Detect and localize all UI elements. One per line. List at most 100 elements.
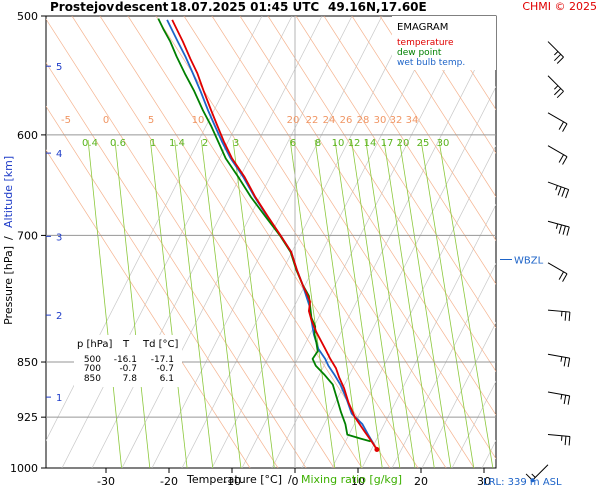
wind-barb-feather <box>554 88 562 96</box>
mixing-ratio-line <box>365 139 416 468</box>
wind-barb-feather <box>558 121 565 130</box>
wind-barb-staff <box>547 75 564 92</box>
dry-adiabat-line <box>46 62 307 468</box>
dry-adiabat-label: 26 <box>340 115 353 126</box>
wind-barb-feather <box>557 186 562 196</box>
wind-barb-half-feather <box>560 356 563 362</box>
altitude-tick-label: 3 <box>56 232 62 243</box>
wind-barb-staff <box>547 181 569 191</box>
dry-adiabat-line <box>239 16 496 416</box>
wind-barb <box>547 262 568 282</box>
y-axis-title-pressure: Pressure [hPa] <box>2 246 15 325</box>
mixing-ratio-label: 17 <box>381 138 394 149</box>
mixing-ratio-line <box>174 139 214 468</box>
y-axis-title-separator: / <box>2 236 15 240</box>
table-td-500: -17.1 <box>151 355 174 365</box>
wind-barb-feather <box>556 90 564 99</box>
sounding-phase: descent <box>115 0 169 14</box>
dry-adiabat-label: 28 <box>357 115 370 126</box>
moist-adiabat-line <box>421 321 496 468</box>
mixing-ratio-label: 14 <box>364 138 377 149</box>
dry-adiabat-label: 30 <box>374 115 387 126</box>
wind-barb <box>547 309 571 322</box>
table-td-850: 6.1 <box>160 374 174 384</box>
moist-adiabat-line <box>361 203 496 468</box>
moist-adiabat-line <box>211 16 443 468</box>
mixing-ratio-line <box>200 139 242 468</box>
pressure-tick-label: 500 <box>17 10 38 23</box>
wind-barb <box>547 41 564 64</box>
x-axis-title-mixing-ratio: Mixing ratio [g/kg] <box>301 473 402 486</box>
mixing-ratio-line <box>87 139 122 468</box>
legend-wet-bulb: wet bulb temp. <box>397 58 465 68</box>
wind-barb-staff <box>547 353 570 359</box>
mixing-ratio-label: 10 <box>332 138 345 149</box>
table-t-700: -0.7 <box>119 364 137 374</box>
wind-barb-staff <box>547 391 570 397</box>
legend-box <box>392 16 496 70</box>
dry-adiabat-line <box>407 16 496 154</box>
wind-barb <box>525 464 549 483</box>
wind-barb <box>547 145 568 165</box>
pressure-tick-label: 1000 <box>10 462 38 475</box>
dry-adiabat-line <box>435 16 496 111</box>
wind-barb-half-feather <box>555 223 559 229</box>
mixing-ratio-line <box>289 139 336 468</box>
table-t-500: -16.1 <box>114 355 137 365</box>
mixing-ratio-label: 2 <box>202 138 208 149</box>
table-p-850: 850 <box>84 374 101 384</box>
wind-barb <box>547 353 571 368</box>
dry-adiabat-line <box>267 16 496 373</box>
dry-adiabat-line <box>520 16 600 468</box>
dry-adiabat-label: 5 <box>148 115 154 126</box>
altitude-tick-label: 4 <box>56 149 62 160</box>
x-axis-title-temperature: Temperature [°C] <box>186 473 282 486</box>
mixing-ratio-line <box>232 139 275 468</box>
moist-adiabat-line <box>61 16 293 468</box>
dry-adiabat-line <box>351 16 496 242</box>
mixing-ratio-line <box>383 139 435 468</box>
moist-adiabat-line <box>331 144 496 468</box>
legend-title: EMAGRAM <box>397 22 448 33</box>
wbzl-label: WBZL <box>514 255 544 266</box>
mixing-ratio-label: 25 <box>417 138 430 149</box>
pressure-tick-label: 925 <box>17 411 38 424</box>
dry-adiabat-line <box>211 16 496 460</box>
dry-adiabat-label: 22 <box>306 115 319 126</box>
x-tick-label: -10 <box>223 475 241 488</box>
altitude-tick-label: 1 <box>56 393 62 404</box>
mixing-ratio-label: 8 <box>315 138 321 149</box>
dry-adiabat-line <box>99 16 391 468</box>
dry-adiabat-label: 32 <box>390 115 403 126</box>
moist-adiabat-line <box>121 16 353 468</box>
wind-barb-feather <box>568 312 571 322</box>
table-t-850: 7.8 <box>123 374 138 384</box>
dry-adiabat-line <box>46 149 251 468</box>
wind-barb-staff <box>547 41 564 58</box>
moist-adiabat-line <box>46 16 263 442</box>
wind-barb-feather <box>563 395 567 405</box>
wind-barb-feather <box>564 436 567 446</box>
wind-barb-feather <box>567 395 571 405</box>
wind-barb-feather <box>558 154 565 163</box>
series-temperature-line <box>171 19 378 450</box>
data-table-box <box>74 335 182 387</box>
wind-barb-feather <box>567 358 571 368</box>
mixing-ratio-label: 30 <box>437 138 450 149</box>
moist-adiabat-line <box>481 439 496 468</box>
moist-adiabat-line <box>91 16 323 468</box>
dry-adiabat-label: 24 <box>323 115 336 126</box>
wind-barb-feather <box>562 156 568 165</box>
dry-adiabat-label: -5 <box>61 115 71 126</box>
dry-adiabat-line <box>491 16 496 23</box>
x-tick-label: -30 <box>97 475 115 488</box>
dry-adiabat-label: 0 <box>103 115 109 126</box>
wind-barb-feather <box>562 123 568 132</box>
mixing-ratio-label: 1 <box>150 138 156 149</box>
table-p-700: 700 <box>84 364 101 374</box>
dry-adiabat-label: 20 <box>287 115 300 126</box>
legend-dew-point: dew point <box>397 48 442 58</box>
moist-adiabat-line <box>271 27 496 468</box>
wind-barb-half-feather <box>554 85 559 90</box>
dry-adiabat-label: 34 <box>406 115 419 126</box>
